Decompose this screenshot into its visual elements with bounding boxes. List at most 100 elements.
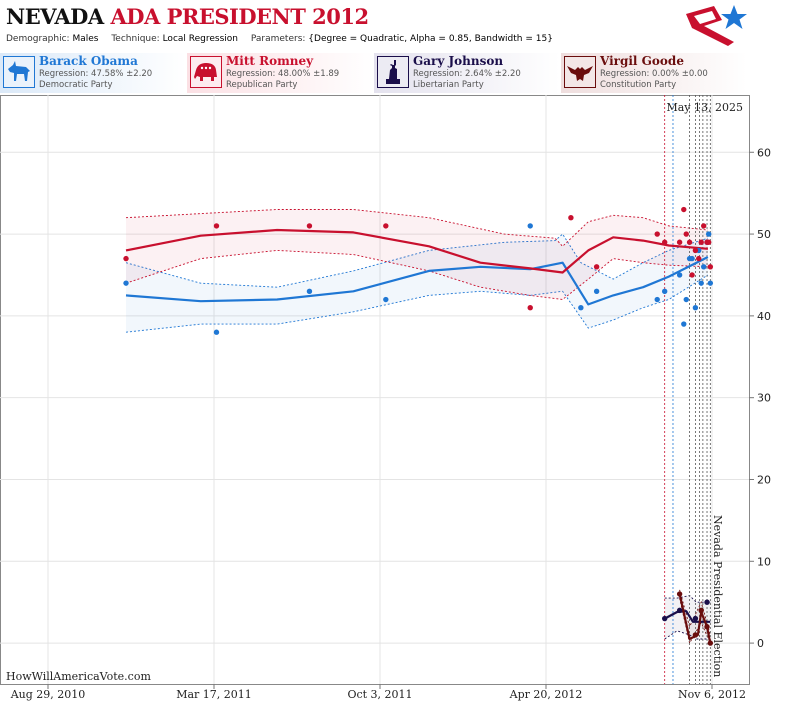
trend-line [125, 228, 708, 274]
poll-point [593, 264, 600, 270]
poll-point [701, 264, 707, 270]
candidate-regression: Regression: 2.64% ±2.20 [413, 69, 521, 79]
demographic-label: Demographic: [6, 34, 70, 44]
y-tick-label: 20 [757, 473, 771, 486]
y-tick-label: 30 [757, 392, 771, 405]
grid [0, 95, 750, 685]
elephant-icon [190, 56, 222, 88]
candidate-name: Mitt Romney [226, 54, 314, 68]
poll-point [593, 288, 600, 295]
x-tick-label: Apr 20, 2012 [509, 688, 583, 701]
technique-label: Technique: [111, 34, 160, 44]
poll-point [689, 255, 695, 262]
poll-point [654, 296, 660, 303]
y-tick-label: 0 [757, 637, 764, 650]
statue-of-liberty-icon [377, 56, 409, 88]
confidence-band [126, 234, 708, 333]
poll-point [527, 223, 533, 229]
poll-date-lines [664, 95, 711, 684]
poll-chart: 0 10 20 30 40 50 60 Aug 29, 2010 Mar 17, 2011 Oct… [0, 95, 771, 701]
demographic-value: Males [72, 34, 99, 44]
poll-point [704, 599, 710, 605]
poll-point [661, 288, 668, 295]
candidate-regression: Regression: 0.00% ±0.00 [600, 69, 708, 79]
confidence-bands [125, 209, 711, 645]
poll-point [705, 239, 712, 245]
subtitle: Demographic: Males Technique: Local Regr… [6, 34, 563, 44]
poll-point [213, 329, 220, 335]
confidence-band [126, 209, 708, 300]
poll-point [698, 607, 704, 614]
poll-point [683, 296, 689, 303]
header: NEVADA ADA PRESIDENT 2012 Demographic: M… [0, 0, 789, 50]
candidate-party: Democratic Party [39, 80, 113, 90]
poll-point [213, 223, 220, 229]
poll-point [686, 239, 693, 245]
poll-point [568, 215, 574, 221]
poll-point [692, 304, 699, 311]
candidate-regression: Regression: 47.58% ±2.20 [39, 69, 153, 79]
poll-point [683, 231, 689, 237]
poll-point [306, 223, 313, 229]
poll-point [676, 591, 683, 597]
date-annotation: May 13, 2025 [666, 101, 743, 114]
poll-point [676, 239, 683, 245]
poll-point [692, 247, 699, 254]
y-tick-label: 60 [757, 146, 771, 159]
poll-point [527, 304, 533, 311]
upper-bound-line [125, 233, 709, 288]
poll-point [681, 321, 687, 327]
y-tick-label: 40 [757, 310, 771, 323]
title-state: NEVADA [6, 4, 104, 29]
poll-point [705, 231, 712, 237]
candidate-name: Gary Johnson [413, 54, 504, 68]
y-tick-label: 10 [757, 555, 771, 568]
trend-line [678, 593, 712, 644]
poll-point [578, 304, 584, 311]
poll-point [123, 255, 129, 262]
page-title: NEVADA ADA PRESIDENT 2012 [6, 4, 369, 29]
legend-item-johnson[interactable]: Gary Johnson Regression: 2.64% ±2.20 Lib… [374, 53, 560, 93]
legend-item-obama[interactable]: Barack Obama Regression: 47.58% ±2.20 De… [0, 53, 186, 93]
candidate-legend: Barack Obama Regression: 47.58% ±2.20 De… [0, 53, 789, 93]
poll-point [698, 280, 704, 286]
lower-bound-line [125, 249, 708, 300]
donkey-icon [3, 56, 35, 88]
trend-lines [125, 228, 712, 644]
poll-point [707, 280, 714, 286]
poll-point [383, 223, 389, 229]
poll-point [692, 632, 699, 638]
poll-point [707, 264, 714, 270]
y-tick-label: 50 [757, 228, 771, 241]
poll-point [689, 272, 695, 278]
candidate-regression: Regression: 48.00% ±1.89 [226, 69, 340, 79]
poll-point [123, 280, 129, 286]
upper-bound-line [125, 209, 708, 247]
candidate-party: Republican Party [226, 80, 298, 90]
candidate-party: Constitution Party [600, 80, 677, 90]
legend-item-romney[interactable]: Mitt Romney Regression: 48.00% ±1.89 Rep… [187, 53, 373, 93]
x-tick-label: Mar 17, 2011 [176, 688, 252, 701]
poll-points [123, 206, 714, 646]
poll-point [681, 206, 687, 213]
legend-item-goode[interactable]: Virgil Goode Regression: 0.00% ±0.00 Con… [561, 53, 747, 93]
x-tick-label: Aug 29, 2010 [10, 688, 86, 701]
candidate-name: Virgil Goode [600, 54, 684, 68]
watermark: HowWillAmericaVote.com [6, 670, 151, 683]
trend-line [664, 610, 711, 623]
technique-value: Local Regression [162, 34, 238, 44]
star-logo-icon[interactable] [684, 2, 750, 48]
axes: 0 10 20 30 40 50 60 Aug 29, 2010 Mar 17, 2011 Oct… [10, 146, 771, 701]
poll-point [661, 239, 668, 245]
poll-point [696, 255, 702, 262]
title-rest: ADA PRESIDENT 2012 [110, 4, 369, 29]
poll-point [676, 272, 683, 278]
poll-point [306, 288, 313, 295]
poll-point [701, 223, 707, 229]
election-label: Nevada Presidential Election [711, 515, 724, 677]
poll-point [654, 231, 660, 237]
plot-frame [0, 95, 750, 685]
poll-point [692, 615, 699, 622]
parameters-value: {Degree = Quadratic, Alpha = 0.85, Bandw… [308, 34, 553, 44]
poll-point [707, 640, 714, 646]
